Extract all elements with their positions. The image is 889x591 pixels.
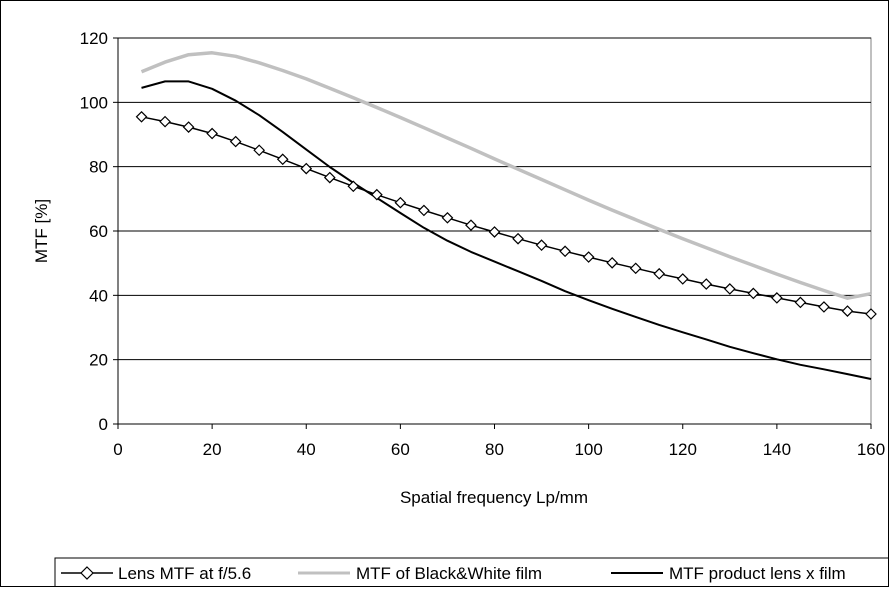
x-axis-title: Spatial frequency Lp/mm (400, 488, 588, 507)
y-tick-label: 60 (89, 222, 108, 241)
data-point (418, 204, 430, 217)
series-line-2 (141, 80, 872, 380)
x-tick-label: 80 (485, 440, 504, 459)
data-point (865, 308, 877, 320)
gridlines (118, 37, 871, 361)
y-tick-label: 20 (89, 351, 108, 370)
data-point (700, 278, 713, 290)
data-point (535, 239, 548, 252)
x-ticks: 0 20 40 60 80 100 120 140 160 (113, 424, 885, 459)
series-layer (135, 51, 877, 380)
x-tick-label: 60 (391, 440, 410, 459)
series-line-1 (140, 51, 872, 300)
data-point (794, 296, 807, 309)
x-tick-label: 40 (297, 440, 316, 459)
series-line-0 (141, 116, 872, 315)
y-ticks: 0 20 40 60 80 100 120 (80, 29, 118, 434)
data-point (465, 219, 477, 232)
x-tick-label: 20 (203, 440, 222, 459)
data-point (747, 287, 760, 300)
legend-item-product: MTF product lens x film (611, 564, 846, 583)
data-point (723, 283, 736, 295)
data-point (370, 188, 383, 201)
data-point (135, 110, 148, 123)
data-point (159, 115, 171, 128)
legend-item-lens: Lens MTF at f/5.6 (61, 564, 251, 583)
data-point (606, 256, 619, 269)
y-tick-label: 40 (89, 286, 108, 305)
data-point (323, 171, 336, 184)
data-point (229, 135, 242, 148)
x-tick-label: 160 (857, 440, 885, 459)
data-point (676, 273, 689, 285)
legend-marker-lens (80, 566, 94, 580)
legend-label-product: MTF product lens x film (669, 564, 846, 583)
data-point (512, 232, 524, 245)
data-point (182, 121, 195, 133)
data-point (441, 211, 454, 224)
data-point (276, 153, 289, 166)
legend-item-film: MTF of Black&White film (298, 564, 542, 583)
data-point (818, 301, 830, 313)
x-tick-label: 100 (574, 440, 602, 459)
x-tick-label: 0 (113, 440, 122, 459)
legend-label-film: MTF of Black&White film (356, 564, 542, 583)
data-point (582, 251, 595, 263)
data-point (300, 162, 313, 175)
legend-box (54, 557, 889, 589)
legend-label-lens: Lens MTF at f/5.6 (118, 564, 251, 583)
data-point (394, 196, 407, 209)
y-tick-label: 0 (99, 415, 108, 434)
data-point (841, 305, 854, 317)
x-tick-label: 140 (763, 440, 791, 459)
legend: Lens MTF at f/5.6 MTF of Black&White fil… (54, 557, 889, 589)
data-point (347, 180, 360, 193)
data-point (771, 292, 783, 304)
y-tick-label: 80 (89, 158, 108, 177)
data-point (559, 245, 571, 258)
data-point (253, 144, 266, 157)
data-point (653, 267, 666, 280)
y-axis-title: MTF [%] (32, 199, 51, 263)
y-tick-label: 120 (80, 29, 108, 48)
data-point (629, 262, 642, 275)
y-tick-label: 100 (80, 93, 108, 112)
x-tick-label: 120 (669, 440, 697, 459)
data-point (206, 127, 218, 140)
data-point (488, 226, 501, 238)
